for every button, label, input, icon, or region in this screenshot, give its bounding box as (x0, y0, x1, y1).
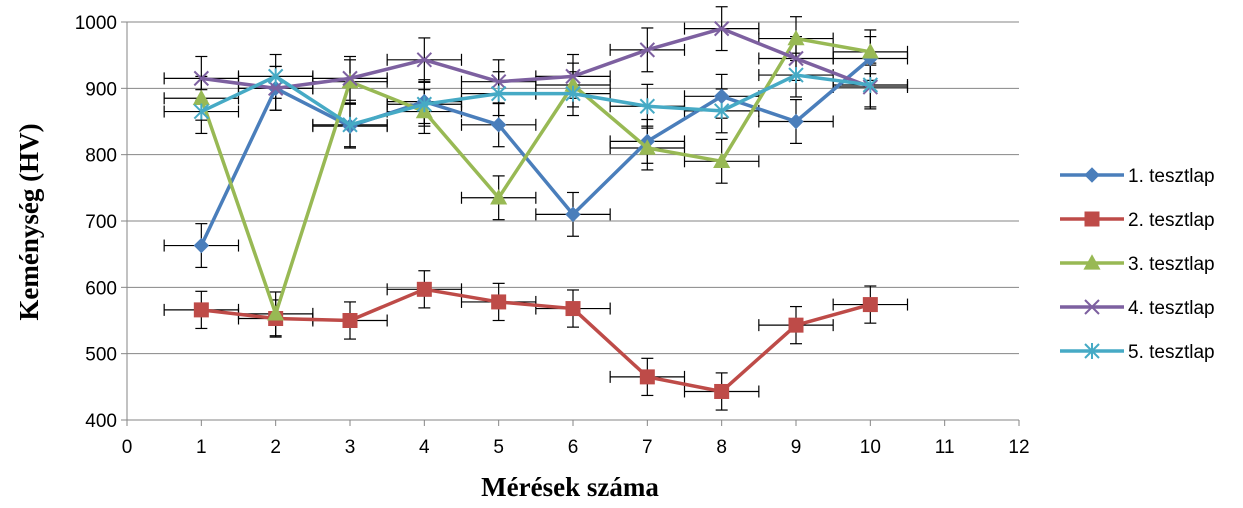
legend-label: 2. tesztlap (1128, 210, 1215, 231)
legend-label: 5. tesztlap (1128, 342, 1215, 363)
series-4-point (788, 50, 804, 67)
y-tick-label: 600 (85, 278, 117, 299)
legend-marker (1084, 299, 1100, 315)
legend-label: 3. tesztlap (1128, 254, 1215, 275)
series-5-point (862, 77, 879, 94)
series-4-point-stroke (193, 70, 210, 87)
series-2-point (193, 302, 209, 318)
series-4-point (639, 42, 656, 58)
x-tick-label: 9 (791, 437, 802, 458)
series-4-point (713, 20, 730, 37)
series-3-point (787, 29, 805, 46)
series-1-point (788, 113, 804, 130)
x-tick-label: 4 (419, 437, 430, 458)
series-3-point (713, 152, 731, 168)
legend-label: 4. tesztlap (1128, 298, 1215, 319)
series-1-point (193, 237, 210, 254)
series-2-point (416, 281, 432, 297)
legend-label: 1. tesztlap (1128, 166, 1215, 187)
series-1-point (490, 117, 507, 133)
series-4-point (342, 70, 358, 87)
series-5-point (788, 67, 804, 84)
series-layer (192, 20, 879, 399)
y-tick-label: 400 (85, 411, 117, 432)
series-5-point (342, 116, 358, 133)
legend-layer: 1. tesztlap 2. tesztlap 3. tesztlap 4. tesz… (1060, 166, 1215, 363)
series-3-point (861, 43, 879, 59)
y-axis-title: Keménység (HV) (14, 123, 44, 320)
series-4-point (565, 68, 581, 85)
series-2-point (565, 301, 581, 317)
x-tick-label: 7 (642, 437, 653, 458)
legend-marker (1084, 211, 1100, 227)
series-2-point (862, 297, 878, 313)
series-4-point-stroke (788, 50, 804, 67)
x-tick-label: 6 (568, 437, 579, 458)
series-4-point-stroke (713, 20, 730, 37)
series-4-point (193, 70, 210, 87)
series-5-point (639, 98, 656, 115)
series-4-point-stroke (267, 80, 284, 97)
series-4-point (416, 52, 433, 68)
y-tick-label: 700 (85, 212, 117, 233)
series-4-point-stroke (639, 42, 656, 58)
series-3-point (267, 305, 285, 321)
x-tick-label: 8 (716, 437, 727, 458)
x-tick-label: 0 (122, 437, 133, 458)
series-line-4 (201, 26, 871, 91)
legend-marker (1084, 167, 1100, 183)
series-5-point (713, 102, 730, 119)
series-5-point (267, 68, 284, 85)
series-2-point (714, 383, 730, 399)
series-line-3 (199, 36, 871, 316)
series-5-point (565, 85, 581, 102)
x-tick-label: 11 (935, 437, 955, 458)
series-4-point (490, 73, 507, 90)
series-5-point (416, 96, 433, 113)
series-line-1 (199, 57, 872, 247)
series-4-point-stroke (342, 70, 358, 87)
series-4-point (267, 80, 284, 97)
series-2-point (788, 317, 804, 333)
series-3-point (490, 189, 508, 205)
x-tick-label: 3 (345, 437, 356, 458)
series-5-point (490, 85, 507, 102)
series-4-point-stroke (565, 68, 581, 85)
series-4-point-stroke (490, 73, 507, 90)
legend-marker-stroke (1084, 299, 1100, 315)
series-1-point (565, 206, 581, 223)
x-tick-label: 5 (493, 437, 504, 458)
series-line-2 (201, 287, 871, 394)
y-tick-label: 900 (85, 79, 117, 100)
x-tick-label: 12 (1008, 437, 1029, 458)
legend-marker (1083, 254, 1101, 270)
y-tick-label: 800 (85, 146, 117, 167)
y-tick-label: 500 (85, 345, 117, 366)
series-3-point (192, 89, 210, 105)
series-line-5 (200, 73, 871, 127)
legend-marker (1084, 343, 1100, 359)
series-2-point (342, 313, 358, 328)
x-axis-title: Mérések száma (481, 472, 659, 502)
series-2-point (639, 369, 655, 385)
series-4-point-stroke (416, 52, 433, 68)
y-tick-label: 1000 (75, 13, 117, 34)
series-2-point (491, 294, 507, 310)
x-tick-label: 1 (196, 437, 207, 458)
x-tick-label: 2 (270, 437, 281, 458)
series-5-point (193, 103, 210, 120)
series-3-point (638, 139, 656, 155)
x-tick-label: 10 (860, 437, 881, 458)
